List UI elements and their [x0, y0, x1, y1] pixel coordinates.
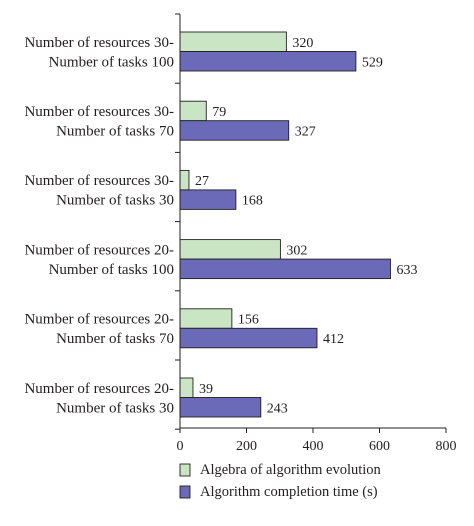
bar-algebra — [179, 308, 233, 329]
data-label: 27 — [195, 174, 209, 189]
data-label: 39 — [199, 382, 213, 397]
category-label: Number of tasks 30 — [56, 400, 174, 416]
bar-completion-time — [179, 258, 391, 280]
x-tick-label: 800 — [436, 439, 457, 454]
data-label: 633 — [396, 263, 417, 278]
labels-layer: 320 529 Number of resources 30- Number of t… — [24, 35, 417, 417]
data-label: 412 — [323, 332, 344, 347]
data-label: 302 — [286, 243, 307, 258]
bar-completion-time — [179, 189, 237, 210]
data-label: 156 — [238, 313, 259, 328]
x-tick-label: 600 — [369, 439, 390, 454]
category-label: Number of tasks 30 — [56, 193, 174, 209]
category-label: Number of resources 30- — [24, 104, 174, 120]
category-label: Number of tasks 70 — [56, 331, 174, 347]
bar-algebra — [179, 100, 207, 122]
bar-algebra — [179, 377, 194, 398]
category-label: Number of tasks 100 — [49, 54, 174, 70]
axis-layer: 0 200 400 600 800 — [175, 13, 457, 454]
bar-algebra — [179, 169, 190, 191]
category-label: Number of resources 20- — [24, 312, 174, 328]
category-label: Number of resources 20- — [24, 242, 174, 258]
legend-swatch-algebra — [179, 463, 191, 477]
bar-completion-time — [179, 327, 318, 349]
legend: Algebra of algorithm evolution Algorithm … — [179, 462, 382, 500]
legend-label: Algebra of algorithm evolution — [200, 462, 382, 478]
data-label: 243 — [267, 401, 288, 416]
category-label: Number of resources 30- — [24, 35, 174, 51]
data-label: 529 — [362, 55, 383, 70]
bar-completion-time — [179, 51, 357, 72]
category-label: Number of resources 30- — [24, 173, 174, 189]
category-label: Number of tasks 100 — [49, 262, 174, 278]
x-tick-label: 0 — [177, 439, 184, 454]
bar-algebra — [179, 239, 281, 260]
bars-layer — [179, 31, 391, 418]
data-label: 168 — [242, 194, 263, 209]
data-label: 327 — [295, 124, 316, 139]
bar-completion-time — [179, 120, 290, 141]
x-tick-label: 400 — [303, 439, 324, 454]
bar-completion-time — [179, 397, 262, 418]
data-label: 79 — [212, 105, 226, 120]
bar-algebra — [179, 31, 287, 52]
legend-swatch-completion-time — [179, 485, 191, 499]
x-tick-label: 200 — [236, 439, 257, 454]
legend-label: Algorithm completion time (s) — [200, 484, 378, 500]
data-label: 320 — [292, 36, 313, 51]
category-label: Number of resources 20- — [24, 381, 174, 397]
category-label: Number of tasks 70 — [56, 123, 174, 139]
